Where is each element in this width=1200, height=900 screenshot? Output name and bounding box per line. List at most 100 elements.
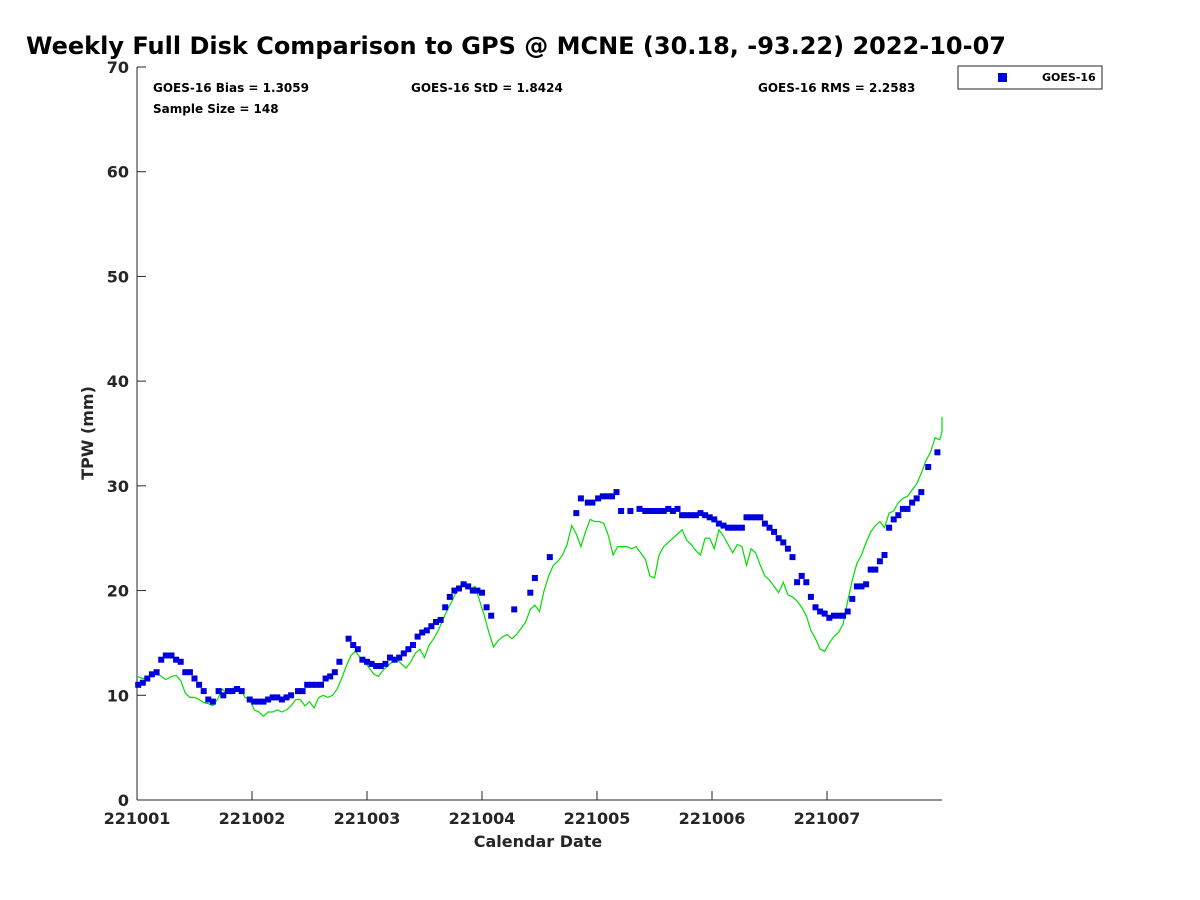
goes16-point xyxy=(748,514,755,521)
goes16-point xyxy=(909,499,916,506)
goes16-point xyxy=(373,663,380,669)
x-tick-label: 221003 xyxy=(334,809,401,828)
goes16-point xyxy=(895,512,902,519)
stat-std: GOES-16 StD = 1.8424 xyxy=(411,81,563,95)
y-tick-label: 10 xyxy=(107,686,129,705)
legend-marker-goes16 xyxy=(998,73,1007,82)
goes16-point xyxy=(734,524,741,531)
legend-box xyxy=(957,65,1103,90)
goes16-point xyxy=(224,688,231,695)
goes16-point xyxy=(720,522,727,529)
goes16-point xyxy=(186,669,193,676)
y-axis-label: TPW (mm) xyxy=(78,386,97,480)
goes16-point xyxy=(229,688,236,695)
goes16-point xyxy=(168,652,175,659)
goes16-point xyxy=(437,616,444,623)
goes16-point xyxy=(135,681,142,688)
goes16-point xyxy=(234,686,241,692)
goes16-point xyxy=(702,512,709,519)
goes16-point xyxy=(761,520,768,527)
goes16-point xyxy=(144,675,151,682)
goes16-point xyxy=(220,692,227,699)
goes16-point xyxy=(295,688,301,695)
goes16-point xyxy=(153,669,160,676)
goes16-point xyxy=(428,623,435,630)
goes16-point xyxy=(798,572,805,579)
goes16-point xyxy=(817,608,824,615)
goes16-point xyxy=(405,646,412,653)
legend: GOES-16 xyxy=(957,65,1103,90)
goes16-point xyxy=(697,510,704,517)
goes16-point xyxy=(527,589,534,596)
goes16-point xyxy=(840,612,847,619)
goes16-point xyxy=(651,508,658,514)
goes16-point xyxy=(844,608,851,615)
goes16-point xyxy=(148,671,155,678)
goes16-point xyxy=(488,612,495,619)
goes16-point xyxy=(382,660,389,667)
goes16-point xyxy=(904,505,911,512)
goes16-point xyxy=(364,658,370,665)
goes16-point xyxy=(715,520,722,527)
goes16-point xyxy=(345,635,352,642)
goes16-point xyxy=(313,681,320,688)
goes16-point xyxy=(423,627,430,634)
goes16-point xyxy=(433,619,439,625)
goes16-point xyxy=(636,505,643,512)
goes16-point xyxy=(331,669,338,676)
goes16-point xyxy=(595,495,602,502)
goes16-point xyxy=(925,464,932,470)
goes16-point xyxy=(688,512,695,519)
goes16-point xyxy=(173,656,180,663)
goes16-point xyxy=(531,575,538,581)
goes16-point xyxy=(794,579,801,586)
goes16-point xyxy=(191,675,198,682)
goes16-point xyxy=(354,646,361,653)
goes16-point xyxy=(182,669,189,676)
goes16-point xyxy=(835,612,842,619)
goes16-point xyxy=(789,554,796,561)
goes16-point xyxy=(803,579,810,586)
axes: 0 10 20 30 40 50 60 70 221001 221002 221003 221004 2… xyxy=(104,58,942,828)
goes16-point xyxy=(881,552,888,558)
goes16-point xyxy=(396,654,403,661)
goes16-point xyxy=(618,508,625,514)
goes16-point xyxy=(599,493,606,500)
goes16-point xyxy=(784,545,791,552)
goes16-point xyxy=(359,656,366,663)
goes16-point xyxy=(775,535,782,542)
gps-line xyxy=(136,416,943,718)
goes16-point xyxy=(665,505,672,512)
y-tick-label: 40 xyxy=(107,372,129,391)
goes16-point xyxy=(812,604,819,611)
goes16-point xyxy=(139,679,146,686)
goes16-point xyxy=(400,650,407,657)
x-tick-label: 221001 xyxy=(104,809,171,828)
goes16-point xyxy=(867,566,874,573)
goes16-point xyxy=(627,508,634,514)
stat-bias: GOES-16 Bias = 1.3059 xyxy=(153,81,309,95)
goes16-point xyxy=(729,524,736,531)
y-tick-label: 0 xyxy=(118,791,129,810)
goes16-point xyxy=(589,499,596,506)
goes16-point xyxy=(350,642,357,648)
goes16-point xyxy=(725,524,732,531)
goes16-point xyxy=(304,681,311,688)
x-tick-label: 221002 xyxy=(219,809,286,828)
goes16-point xyxy=(660,508,667,514)
goes16-point xyxy=(419,629,426,636)
goes16-point xyxy=(265,696,272,703)
goes16-point xyxy=(706,514,713,521)
goes16-point xyxy=(646,508,653,514)
goes16-point xyxy=(757,514,764,521)
goes16-point xyxy=(683,512,690,519)
goes16-point xyxy=(738,524,745,531)
goes16-point xyxy=(546,554,553,561)
goes16-point xyxy=(479,589,485,596)
goes16-point xyxy=(460,581,467,588)
goes16-point xyxy=(483,604,490,611)
goes16-point xyxy=(442,604,449,611)
goes16-point xyxy=(604,493,611,500)
legend-label-goes16: GOES-16 xyxy=(1042,71,1096,84)
goes16-point xyxy=(299,688,306,695)
